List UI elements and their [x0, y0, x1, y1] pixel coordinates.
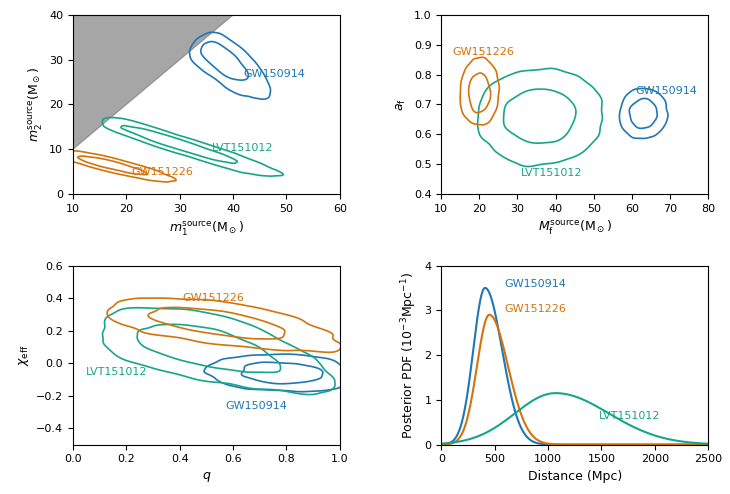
Text: GW150914: GW150914: [504, 279, 566, 289]
Text: LVT151012: LVT151012: [212, 143, 273, 153]
Y-axis label: $\chi_\mathrm{eff}$: $\chi_\mathrm{eff}$: [17, 344, 31, 366]
Y-axis label: Posterior PDF ($10^{-3}$Mpc$^{-1}$): Posterior PDF ($10^{-3}$Mpc$^{-1}$): [399, 272, 419, 439]
Y-axis label: $a_\mathrm{f}$: $a_\mathrm{f}$: [395, 98, 408, 111]
Text: LVT151012: LVT151012: [86, 367, 148, 376]
Text: GW151226: GW151226: [182, 293, 245, 303]
Text: LVT151012: LVT151012: [599, 411, 661, 420]
Text: GW150914: GW150914: [244, 70, 306, 80]
Text: LVT151012: LVT151012: [521, 168, 583, 178]
Text: GW150914: GW150914: [225, 401, 287, 411]
Text: GW151226: GW151226: [453, 47, 515, 57]
Text: GW150914: GW150914: [636, 86, 698, 96]
X-axis label: $M_\mathrm{f}^\mathrm{source}(\mathrm{M}_\odot)$: $M_\mathrm{f}^\mathrm{source}(\mathrm{M}…: [538, 219, 612, 237]
X-axis label: $q$: $q$: [201, 470, 211, 484]
Text: GW151226: GW151226: [131, 167, 193, 177]
Polygon shape: [73, 0, 340, 149]
X-axis label: $m_1^\mathrm{source}(\mathrm{M}_\odot)$: $m_1^\mathrm{source}(\mathrm{M}_\odot)$: [169, 219, 244, 237]
X-axis label: Distance (Mpc): Distance (Mpc): [528, 470, 622, 483]
Text: GW151226: GW151226: [504, 304, 566, 314]
Y-axis label: $m_2^\mathrm{source}(\mathrm{M}_\odot)$: $m_2^\mathrm{source}(\mathrm{M}_\odot)$: [26, 67, 44, 142]
